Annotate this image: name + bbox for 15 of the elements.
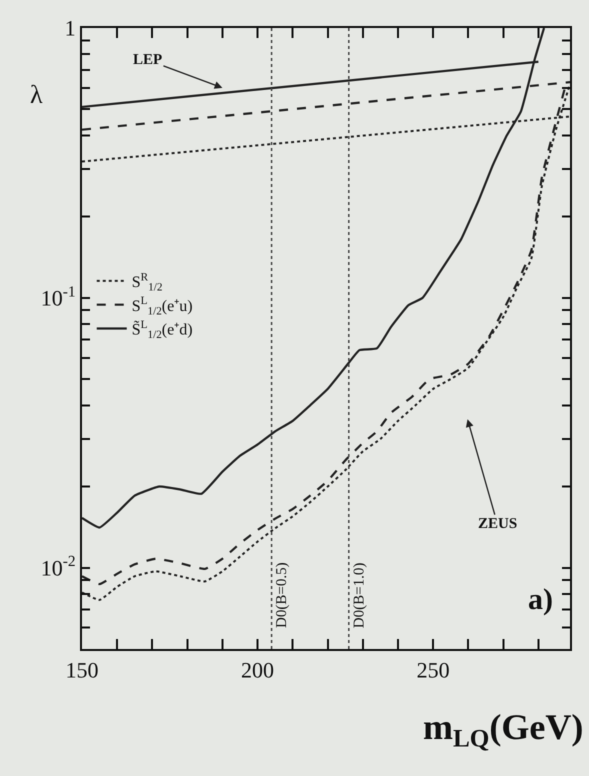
annotation: D0(B=1.0) <box>351 562 368 628</box>
x-tick-label: 200 <box>241 657 274 682</box>
x-axis-title: m$_{LQ}$(GeV) <box>423 707 584 753</box>
y-tick-label: 1 <box>64 16 76 41</box>
x-tick-label: 250 <box>416 657 450 682</box>
x-tick-label: 150 <box>66 657 98 682</box>
legend-label: S$^{L}$$_{1/2}$(e⁺u) <box>132 295 193 318</box>
annotation: D0(B=0.5) <box>274 562 290 628</box>
y-tick-label: 10$^{-2}$ <box>40 553 76 580</box>
annotation: a) <box>528 583 553 616</box>
y-tick-label: 10$^{-1}$ <box>40 283 76 311</box>
legend-label: S̃$^{L}$$_{1/2}$(e⁺d) <box>132 319 193 342</box>
y-axis-title: λ <box>30 80 43 109</box>
annotation: LEP <box>133 52 162 68</box>
annotation: ZEUS <box>478 516 518 532</box>
